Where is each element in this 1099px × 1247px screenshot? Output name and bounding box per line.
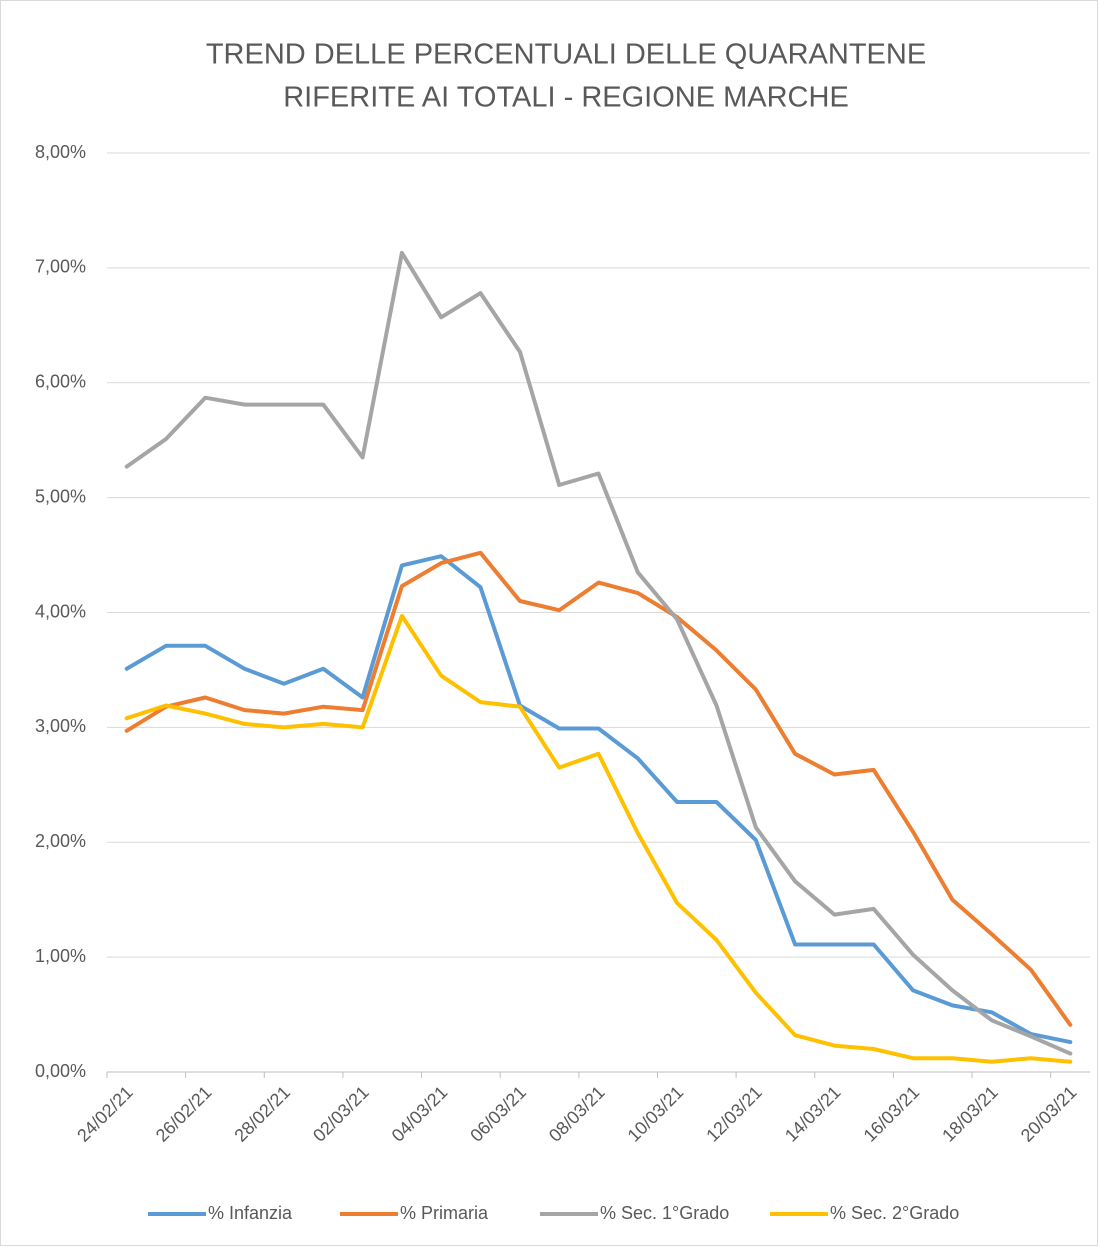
series-line (124, 550, 1073, 1027)
y-tick-label: 6,00% (35, 372, 86, 392)
y-tick-label: 7,00% (35, 257, 86, 277)
legend-label: % Primaria (400, 1203, 489, 1223)
chart-title: TREND DELLE PERCENTUALI DELLE QUARANTENE (206, 39, 926, 71)
y-tick-label: 2,00% (35, 831, 86, 851)
series-line (124, 554, 1073, 1045)
y-tick-label: 8,00% (35, 142, 86, 162)
series-line (124, 250, 1073, 1056)
series-line (124, 613, 1073, 1064)
y-tick-label: 5,00% (35, 486, 86, 506)
y-tick-label: 0,00% (35, 1061, 86, 1081)
chart-title: RIFERITE AI TOTALI - REGIONE MARCHE (283, 82, 849, 114)
legend-label: % Sec. 1°Grado (600, 1203, 729, 1223)
legend-label: % Sec. 2°Grado (830, 1203, 959, 1223)
y-tick-label: 1,00% (35, 946, 86, 966)
y-tick-label: 3,00% (35, 716, 86, 736)
legend-label: % Infanzia (208, 1203, 293, 1223)
y-tick-label: 4,00% (35, 601, 86, 621)
